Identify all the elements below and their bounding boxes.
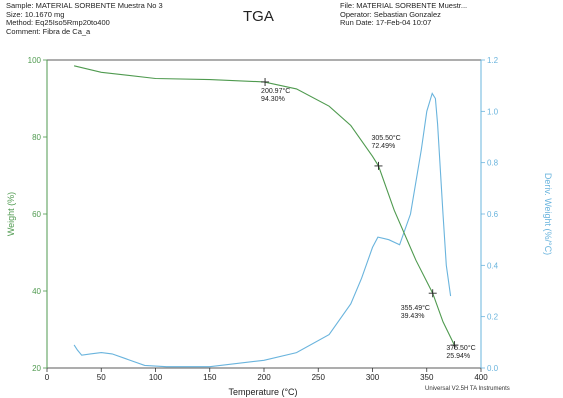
y-tick-label: 40 (32, 287, 41, 296)
annotation-weight: 72.49% (371, 143, 395, 150)
marker-cross (428, 289, 437, 298)
operator-line: Operator: Sebastian Gonzalez (340, 9, 441, 19)
x-tick-label: 250 (312, 373, 326, 382)
comment-line: Comment: Fibra de Ca_a (6, 26, 91, 36)
deriv-weight-line (73, 92, 452, 368)
x-tick-label: 200 (257, 373, 271, 382)
size-line: Size: 10.1670 mg (6, 9, 65, 19)
x-tick-label: 350 (420, 373, 434, 382)
run-info: File: MATERIAL SORBENTE Muestr... Operat… (340, 1, 468, 28)
y-tick-label: 20 (32, 364, 41, 373)
y2-tick-label: 0.8 (487, 159, 499, 168)
x-axis-label: Temperature (°C) (228, 387, 297, 397)
marker-cross (261, 77, 270, 86)
y2-tick-label: 0.0 (487, 364, 499, 373)
weight-line (73, 65, 455, 346)
method-line: Method: Eq25Iso5Rmp20to400 (6, 18, 110, 28)
y2-tick-label: 1.2 (487, 56, 499, 65)
y2-tick-label: 0.4 (487, 261, 499, 270)
y-tick-label: 100 (28, 56, 42, 65)
plot-frame (46, 59, 482, 369)
annotation-temperature: 200.97°C (261, 87, 290, 95)
y2-tick-label: 0.2 (487, 313, 499, 322)
x-tick-label: 100 (149, 373, 163, 382)
run-date-line: Run Date: 17-Feb-04 10:07 (340, 18, 432, 28)
x-tick-label: 0 (45, 373, 50, 382)
marker-cross (374, 161, 383, 170)
x-tick-label: 50 (97, 373, 106, 382)
annotation-temperature: 355.49°C (401, 304, 430, 312)
sample-info: Sample: MATERIAL SORBENTE Muestra No 3 S… (6, 1, 163, 36)
chart-title: TGA (243, 8, 274, 25)
annotation-temperature: 375.50°C (446, 344, 475, 352)
y-tick-label: 80 (32, 133, 41, 142)
y-tick-label: 60 (32, 210, 41, 219)
annotation-weight: 25.94% (446, 353, 470, 360)
file-line: File: MATERIAL SORBENTE Muestr... (340, 1, 468, 10)
sample-line: Sample: MATERIAL SORBENTE Muestra No 3 (6, 1, 163, 10)
x-tick-label: 150 (203, 373, 217, 382)
y2-tick-label: 0.6 (487, 210, 499, 219)
y2-tick-label: 1.0 (487, 107, 499, 116)
x-tick-label: 400 (474, 373, 488, 382)
annotation-weight: 39.43% (401, 313, 425, 320)
y-axis-label: Weight (%) (6, 192, 16, 236)
marker-cross (450, 341, 459, 350)
y2-axis-label: Deriv. Weight (%/°C) (543, 173, 553, 255)
x-tick-label: 300 (366, 373, 380, 382)
annotation-weight: 94.30% (261, 96, 285, 103)
footer-credit: Universal V2.5H TA Instruments (425, 386, 510, 392)
annotation-temperature: 305.50°C (371, 134, 400, 142)
